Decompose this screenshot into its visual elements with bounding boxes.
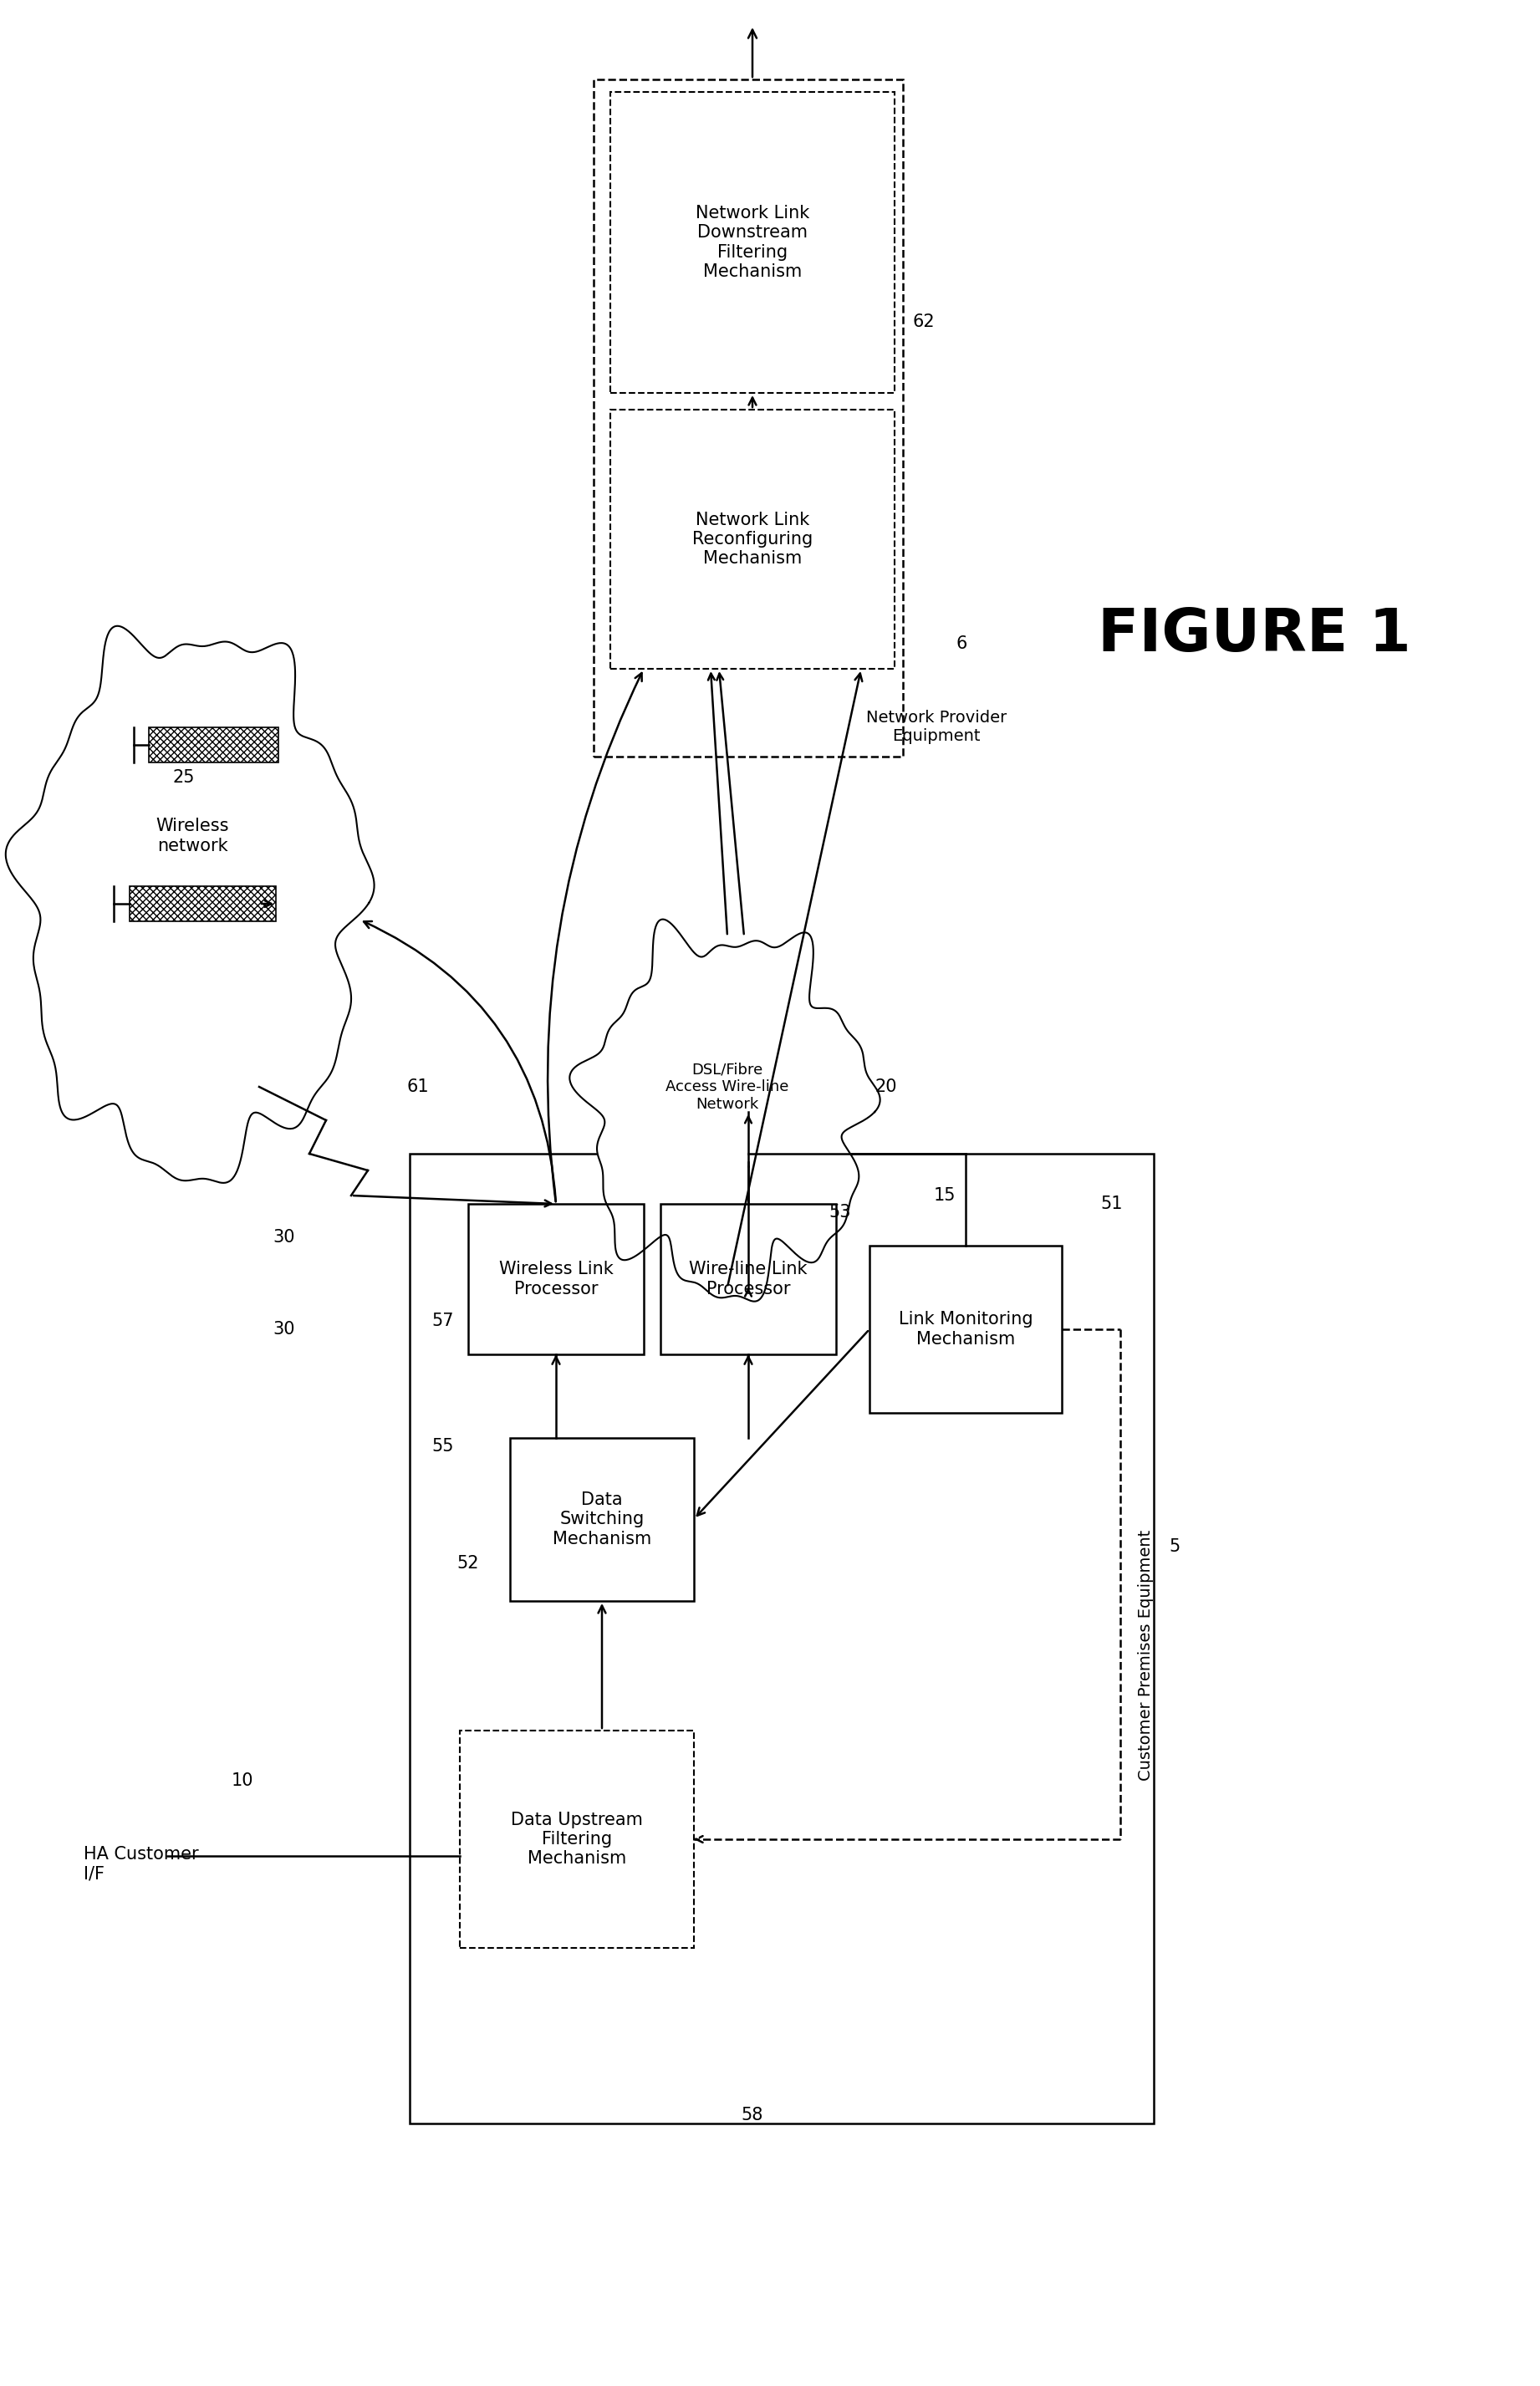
Text: 15: 15 [933, 1188, 956, 1205]
FancyBboxPatch shape [870, 1245, 1061, 1413]
Text: 52: 52 [457, 1556, 479, 1572]
Text: Wire-line Link
Processor: Wire-line Link Processor [688, 1262, 807, 1298]
Text: 53: 53 [829, 1205, 852, 1222]
FancyBboxPatch shape [510, 1439, 695, 1601]
Text: 25: 25 [172, 768, 196, 785]
FancyBboxPatch shape [610, 410, 895, 668]
FancyBboxPatch shape [661, 1205, 836, 1355]
Text: FIGURE 1: FIGURE 1 [1098, 606, 1411, 663]
Text: Wireless
network: Wireless network [156, 818, 229, 854]
Text: 20: 20 [875, 1078, 898, 1095]
Text: 55: 55 [433, 1439, 454, 1455]
Text: Wireless Link
Processor: Wireless Link Processor [499, 1262, 613, 1298]
Text: 57: 57 [433, 1312, 454, 1329]
Text: 62: 62 [913, 313, 935, 329]
Text: Data Upstream
Filtering
Mechanism: Data Upstream Filtering Mechanism [511, 1811, 642, 1866]
Text: 30: 30 [273, 1322, 296, 1339]
Text: 61: 61 [407, 1078, 430, 1095]
Text: 30: 30 [273, 1229, 296, 1245]
Text: Network Link
Reconfiguring
Mechanism: Network Link Reconfiguring Mechanism [691, 511, 813, 568]
Text: 58: 58 [741, 2107, 764, 2124]
Polygon shape [6, 625, 374, 1183]
Text: 5: 5 [1169, 1539, 1180, 1556]
Text: Network Provider
Equipment: Network Provider Equipment [865, 711, 1007, 744]
Text: 51: 51 [1101, 1195, 1123, 1212]
Text: 6: 6 [956, 635, 967, 651]
Text: Link Monitoring
Mechanism: Link Monitoring Mechanism [898, 1312, 1033, 1348]
Text: Network Link
Downstream
Filtering
Mechanism: Network Link Downstream Filtering Mechan… [696, 205, 810, 279]
Text: Data
Switching
Mechanism: Data Switching Mechanism [553, 1491, 651, 1546]
FancyBboxPatch shape [460, 1730, 695, 1947]
FancyBboxPatch shape [410, 1155, 1153, 2124]
FancyBboxPatch shape [610, 93, 895, 394]
FancyBboxPatch shape [468, 1205, 644, 1355]
FancyBboxPatch shape [593, 79, 902, 756]
Text: 10: 10 [231, 1773, 254, 1790]
Polygon shape [570, 919, 879, 1300]
Text: Customer Premises Equipment: Customer Premises Equipment [1138, 1529, 1153, 1780]
Text: DSL/Fibre
Access Wire-line
Network: DSL/Fibre Access Wire-line Network [665, 1062, 788, 1112]
Text: HA Customer
I/F: HA Customer I/F [83, 1847, 199, 1883]
